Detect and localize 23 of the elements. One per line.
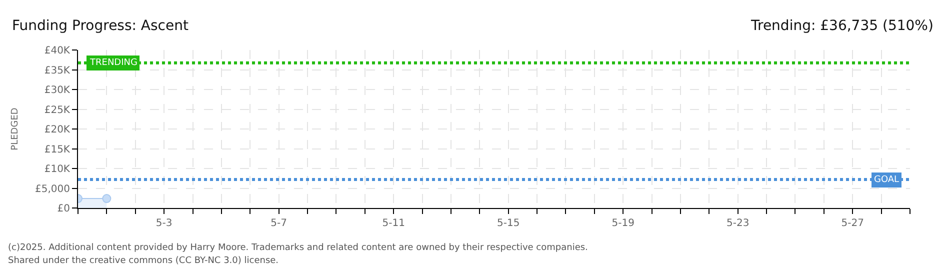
y-tick-label: £25K xyxy=(44,104,70,116)
x-tick-label: 5-7 xyxy=(270,218,287,229)
x-tick-label: 5-27 xyxy=(841,218,864,229)
x-tick-label: 5-11 xyxy=(382,218,405,229)
y-tick-label: £5,000 xyxy=(35,184,70,195)
chart-subtitle: Trending: £36,735 (510%) xyxy=(750,18,934,34)
x-tick-label: 5-3 xyxy=(156,218,172,229)
ref-line-label: GOAL xyxy=(874,175,900,185)
y-tick-label: £20K xyxy=(44,124,70,136)
y-tick-label: £40K xyxy=(44,46,70,56)
y-tick-label: £0 xyxy=(57,204,70,214)
y-tick-label: £15K xyxy=(44,144,70,156)
x-tick-label: 5-19 xyxy=(612,218,634,229)
x-tick-label: 5-15 xyxy=(496,218,520,229)
y-axis-title: PLEDGED xyxy=(10,108,20,150)
text: Shared under the creative commons (CC BY-NC 3.0) license. xyxy=(8,256,279,266)
x-tick-label: 5-23 xyxy=(726,218,750,229)
y-tick-label: £10K xyxy=(44,164,70,175)
y-tick-label: £35K xyxy=(44,65,70,76)
y-tick-label: £30K xyxy=(44,85,70,96)
ref-line-label: TRENDING xyxy=(89,58,138,68)
text: (c)2025. Additional content provided by Harry Moore. Trademarks and related content are owned by their respective companies. xyxy=(8,243,588,253)
chart-title: Funding Progress: Ascent xyxy=(12,18,189,34)
